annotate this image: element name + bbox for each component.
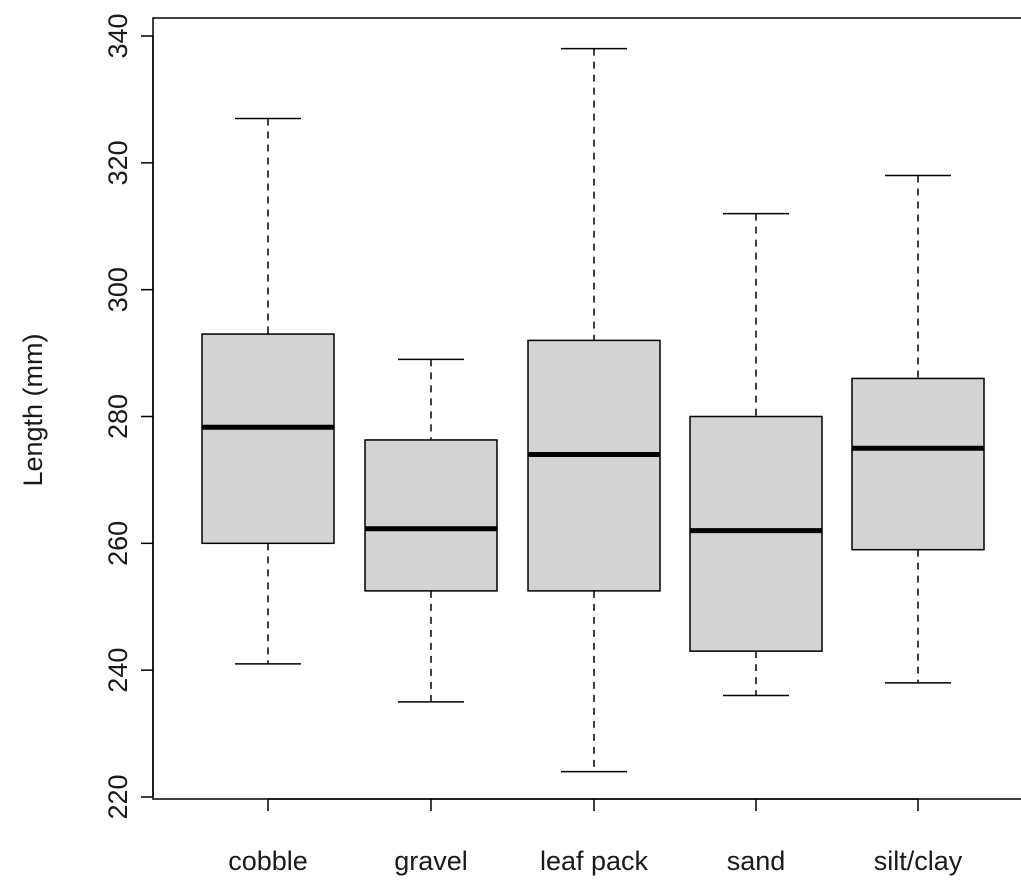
box-leaf-pack — [527, 47, 661, 773]
y-tick-label: 300 — [103, 267, 133, 312]
iqr-box — [527, 339, 661, 592]
x-tick-label: gravel — [394, 846, 468, 876]
boxes-group — [201, 47, 985, 773]
iqr-box — [689, 415, 823, 652]
iqr-box — [851, 377, 985, 551]
y-tick-label: 260 — [103, 521, 133, 566]
y-tick-label: 280 — [103, 394, 133, 439]
box-gravel — [364, 358, 498, 703]
x-tick-label: cobble — [228, 846, 308, 876]
y-tick-label: 340 — [103, 13, 133, 58]
x-tick-label: sand — [727, 846, 786, 876]
x-tick-label: leaf pack — [540, 846, 649, 876]
box-sand — [689, 212, 823, 697]
y-tick-label: 220 — [103, 774, 133, 819]
y-tick-label: 240 — [103, 648, 133, 693]
x-axis: cobble gravel leaf pack sand silt/clay — [228, 798, 963, 876]
iqr-box — [201, 333, 335, 545]
y-axis-label: Length (mm) — [18, 333, 48, 486]
y-axis: 220 240 260 280 300 320 340 — [103, 13, 154, 820]
box-silt-clay — [851, 174, 985, 684]
y-tick-label: 320 — [103, 140, 133, 185]
box-cobble — [201, 117, 335, 665]
x-tick-label: silt/clay — [874, 846, 963, 876]
iqr-box — [364, 439, 498, 592]
